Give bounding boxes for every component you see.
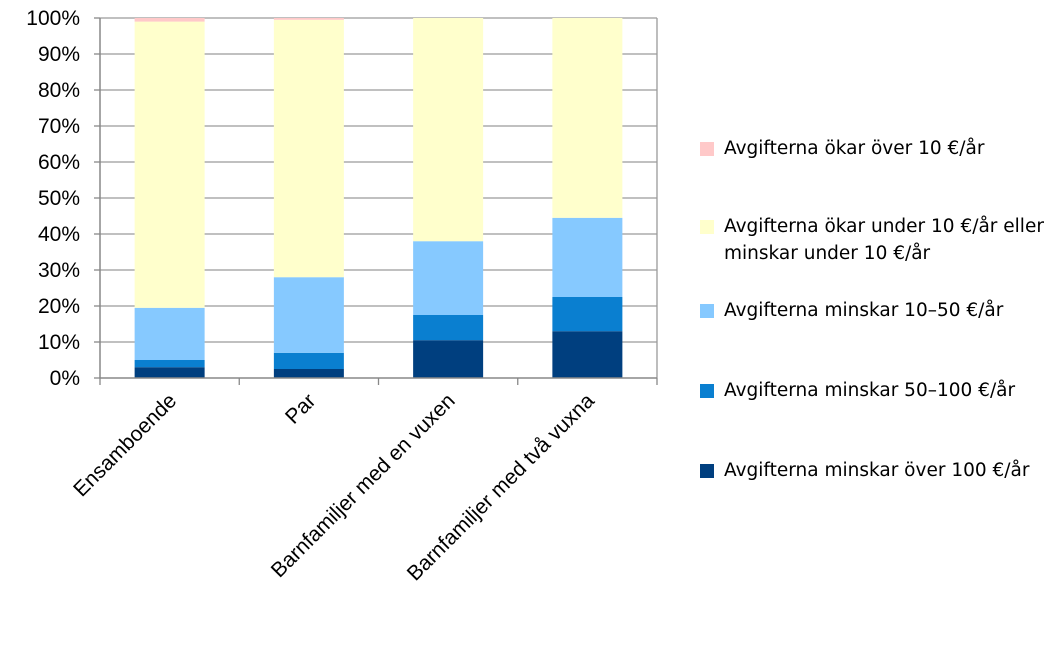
legend-label: Avgifterna minskar 50–100 €/år bbox=[724, 380, 1016, 401]
legend-label: Avgifterna ökar under 10 €/år eller mins… bbox=[724, 216, 1044, 264]
bar-segment bbox=[552, 18, 623, 218]
legend-swatch bbox=[700, 464, 714, 478]
legend-label: Avgifterna minskar över 100 €/år bbox=[724, 460, 1030, 481]
bar-segment bbox=[413, 315, 484, 341]
bar-segment bbox=[134, 360, 205, 368]
y-tick-label: 70% bbox=[38, 115, 80, 138]
y-tick-label: 0% bbox=[50, 367, 80, 390]
bar-segment bbox=[273, 352, 344, 369]
y-tick-labels: 0% 10% 20% 30% 40% 50% 60% 70% 80% 90% 100% bbox=[26, 7, 80, 390]
bar-segment bbox=[273, 19, 344, 278]
bar-segment bbox=[273, 18, 344, 20]
bar-segment bbox=[273, 277, 344, 353]
y-tick-label: 50% bbox=[38, 187, 80, 210]
bar-segment bbox=[134, 21, 205, 308]
legend-swatch bbox=[700, 142, 714, 156]
y-tick-label: 80% bbox=[38, 79, 80, 102]
bar-segment bbox=[273, 369, 344, 378]
bars bbox=[134, 18, 623, 378]
legend-swatch bbox=[700, 304, 714, 318]
x-tick-label: Par bbox=[281, 389, 320, 428]
bar-segment bbox=[552, 217, 623, 297]
y-tick-label: 10% bbox=[38, 331, 80, 354]
y-tick-label: 20% bbox=[38, 295, 80, 318]
bar-segment bbox=[552, 331, 623, 378]
legend-swatch bbox=[700, 384, 714, 398]
bar-segment bbox=[413, 241, 484, 315]
y-tick-label: 40% bbox=[38, 223, 80, 246]
y-tick-label: 100% bbox=[26, 7, 80, 30]
axes bbox=[94, 17, 658, 385]
bar-segment bbox=[134, 367, 205, 378]
legend: Avgifterna ökar över 10 €/år Avgifterna ö… bbox=[700, 0, 1045, 645]
legend-label: Avgifterna ökar över 10 €/år bbox=[724, 138, 985, 159]
bar-segment bbox=[134, 18, 205, 22]
y-tick-label: 90% bbox=[38, 43, 80, 66]
bar-segment bbox=[134, 307, 205, 360]
legend-swatch bbox=[700, 220, 714, 234]
y-tick-label: 60% bbox=[38, 151, 80, 174]
x-tick-label: Ensamboende bbox=[69, 389, 181, 501]
bar-segment bbox=[552, 297, 623, 332]
legend-label: Avgifterna minskar 10–50 €/år bbox=[724, 300, 1004, 321]
bar-segment bbox=[413, 18, 484, 242]
y-tick-label: 30% bbox=[38, 259, 80, 282]
bar-segment bbox=[413, 340, 484, 378]
